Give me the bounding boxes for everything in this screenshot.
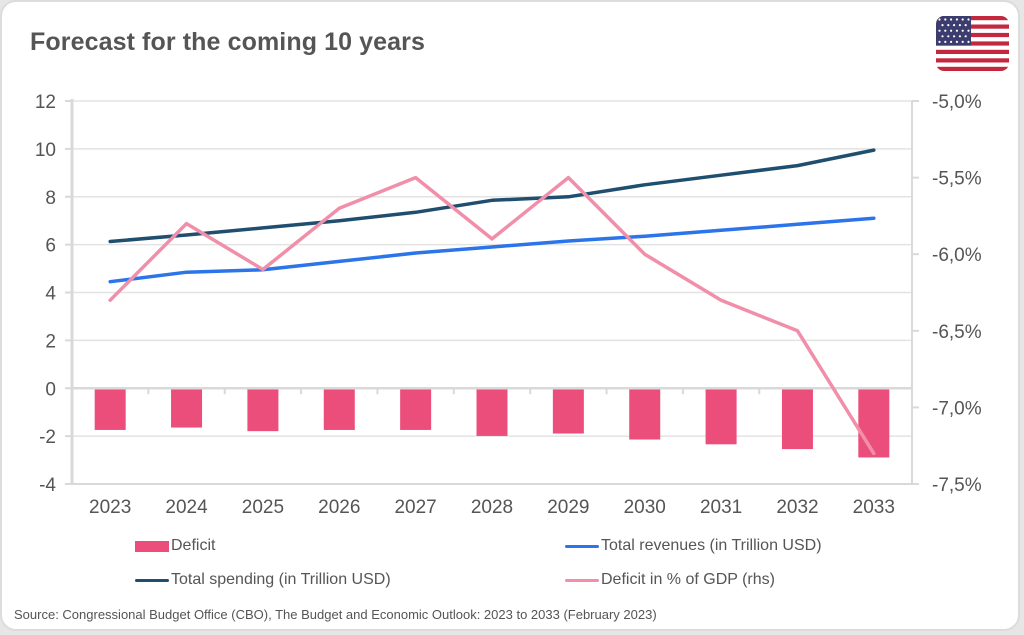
legend-label: Total revenues (in Trillion USD) [601, 537, 822, 554]
left-axis-tick-label: 10 [35, 140, 56, 161]
legend-item-revenues: Total revenues (in Trillion USD) [565, 537, 822, 555]
legend-swatch-deficit-pct [565, 578, 599, 582]
x-axis-tick-label: 2028 [471, 497, 513, 518]
x-axis-tick-label: 2032 [776, 497, 818, 518]
legend-item-deficit-pct: Deficit in % of GDP (rhs) [565, 571, 775, 589]
right-axis-tick-label: -5,5% [932, 169, 982, 190]
left-axis-tick-label: 8 [45, 188, 56, 209]
x-axis-tick-label: 2024 [165, 497, 208, 518]
right-axis-tick-label: -7,0% [932, 398, 982, 419]
legend-swatch-spending [135, 578, 169, 582]
deficit-bar [323, 389, 355, 430]
right-axis-tick-label: -6,0% [932, 245, 982, 266]
deficit-bar [629, 389, 661, 440]
deficit-bar [705, 389, 737, 445]
legend-item-deficit: Deficit [135, 537, 215, 555]
us-flag-icon [936, 16, 1009, 71]
x-axis-tick-label: 2030 [624, 497, 666, 518]
deficit-bar [400, 389, 432, 430]
revenues-line [108, 216, 876, 284]
legend-label: Deficit in % of GDP (rhs) [601, 571, 775, 588]
left-axis-tick-label: -4 [39, 475, 56, 496]
legend-swatch-revenues [565, 544, 599, 548]
left-axis-tick-label: -2 [39, 427, 56, 448]
deficit-bar [858, 389, 890, 458]
x-axis-tick-label: 2026 [318, 497, 360, 518]
deficit-bar [247, 389, 279, 432]
right-axis-tick-label: -7,5% [932, 475, 982, 496]
left-axis-tick-label: 12 [35, 92, 56, 113]
x-axis-tick-label: 2031 [700, 497, 742, 518]
left-axis-tick-label: 4 [45, 284, 56, 305]
deficit-bar [552, 389, 584, 434]
x-axis-tick-label: 2029 [547, 497, 589, 518]
source-note: Source: Congressional Budget Office (CBO… [14, 607, 657, 622]
left-axis-tick-label: 0 [45, 379, 56, 400]
chart-title: Forecast for the coming 10 years [30, 28, 426, 56]
deficit-bar [171, 389, 203, 428]
x-axis-tick-label: 2023 [89, 497, 131, 518]
legend-label: Total spending (in Trillion USD) [171, 571, 391, 588]
left-axis-tick-label: 6 [45, 236, 56, 257]
right-axis-tick-label: -5,0% [932, 92, 982, 113]
legend-swatch-deficit [135, 540, 169, 552]
legend-label: Deficit [171, 537, 216, 554]
right-axis-tick-label: -6,5% [932, 322, 982, 343]
left-axis-tick-label: 2 [45, 331, 56, 352]
deficit-bar [94, 389, 126, 430]
deficit-bar [781, 389, 813, 450]
x-axis-tick-label: 2033 [853, 497, 895, 518]
spending-line [108, 148, 876, 244]
x-axis-tick-label: 2025 [242, 497, 284, 518]
deficit-bar [476, 389, 508, 436]
x-axis-tick-label: 2027 [394, 497, 436, 518]
deficit-pct-line [108, 175, 876, 456]
legend-item-spending: Total spending (in Trillion USD) [135, 571, 391, 589]
